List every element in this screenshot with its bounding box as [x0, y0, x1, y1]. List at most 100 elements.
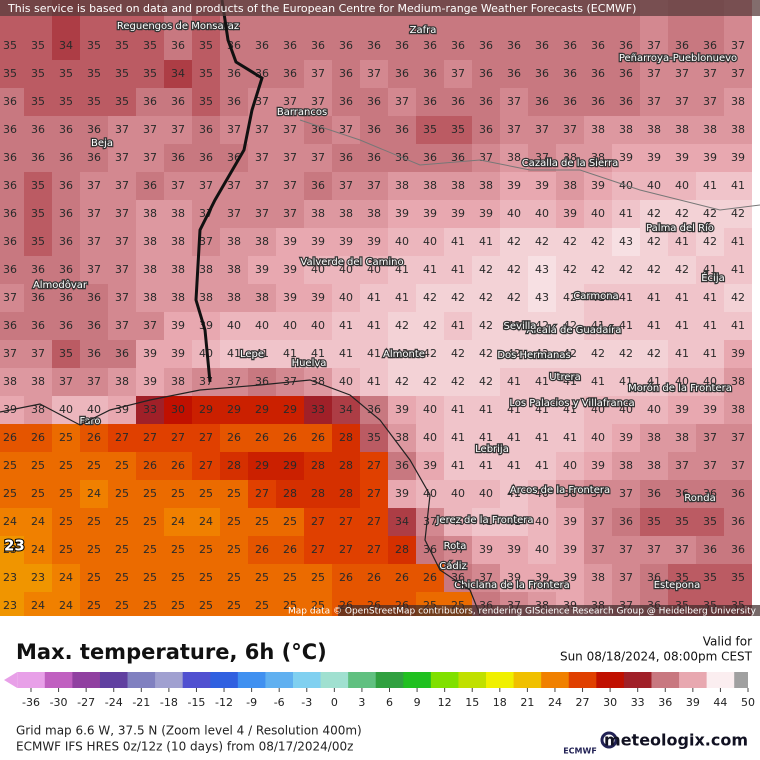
temp-value: 40	[283, 319, 297, 332]
temp-cell	[528, 116, 556, 144]
temp-value: 25	[227, 515, 241, 528]
temp-value: 25	[115, 515, 129, 528]
temp-cell	[696, 368, 724, 396]
temp-cell	[612, 480, 640, 508]
temp-value: 38	[143, 263, 157, 276]
colorbar-label: 30	[603, 696, 617, 709]
temp-cell	[640, 508, 668, 536]
temp-cell	[500, 228, 528, 256]
place-label: Utrera	[549, 372, 581, 383]
temp-value: 25	[143, 571, 157, 584]
temp-cell	[80, 592, 108, 616]
temp-value: 27	[367, 459, 381, 472]
temp-cell	[584, 60, 612, 88]
temp-cell	[668, 340, 696, 368]
temp-cell	[164, 228, 192, 256]
colorbar-segment	[182, 672, 211, 688]
temp-value: 38	[619, 459, 633, 472]
temp-value: 39	[535, 179, 549, 192]
temp-value: 39	[619, 151, 633, 164]
temp-value: 36	[451, 571, 465, 584]
place-label: Rota	[444, 541, 467, 552]
temp-value: 42	[479, 319, 493, 332]
temp-value: 35	[143, 39, 157, 52]
temp-value: 26	[367, 571, 381, 584]
temp-value: 25	[283, 515, 297, 528]
temp-cell	[444, 200, 472, 228]
temp-value: 35	[87, 95, 101, 108]
temp-cell	[500, 508, 528, 536]
colorbar-segment	[679, 672, 708, 688]
temp-cell	[80, 284, 108, 312]
temp-value: 25	[171, 487, 185, 500]
temp-value: 35	[31, 179, 45, 192]
temp-value: 37	[255, 95, 269, 108]
temp-cell	[416, 452, 444, 480]
temp-value: 36	[507, 39, 521, 52]
temp-value: 38	[227, 235, 241, 248]
temp-value: 36	[143, 95, 157, 108]
temp-cell	[80, 536, 108, 564]
temp-value: 36	[619, 515, 633, 528]
temp-value: 38	[731, 375, 745, 388]
temp-cell	[276, 172, 304, 200]
temp-cell	[528, 172, 556, 200]
temp-value: 39	[507, 543, 521, 556]
temp-cell	[388, 536, 416, 564]
colorbar-segment	[72, 672, 101, 688]
colorbar-segment	[623, 672, 652, 688]
temp-cell	[640, 116, 668, 144]
temp-value: 38	[591, 123, 605, 136]
temp-cell	[640, 340, 668, 368]
temp-value: 35	[451, 123, 465, 136]
temp-value: 29	[283, 459, 297, 472]
temp-value: 36	[563, 39, 577, 52]
temp-cell	[136, 60, 164, 88]
temp-value: 38	[255, 291, 269, 304]
temp-value: 37	[143, 151, 157, 164]
temp-value: 25	[199, 543, 213, 556]
temp-cell	[276, 116, 304, 144]
temp-value: 25	[31, 487, 45, 500]
temp-cell	[248, 172, 276, 200]
temp-cell	[556, 256, 584, 284]
place-label: Huelva	[292, 358, 327, 369]
temp-cell	[556, 88, 584, 116]
temp-value: 36	[255, 39, 269, 52]
temp-value: 36	[59, 263, 73, 276]
temp-cell	[528, 368, 556, 396]
temp-value: 40	[675, 375, 689, 388]
temp-cell	[724, 396, 752, 424]
temp-value: 27	[367, 487, 381, 500]
colorbar-segment	[403, 672, 432, 688]
temp-cell	[192, 452, 220, 480]
temp-value: 38	[311, 207, 325, 220]
temp-cell	[24, 396, 52, 424]
temp-value: 40	[479, 487, 493, 500]
temp-cell	[640, 312, 668, 340]
temp-value: 26	[283, 543, 297, 556]
temp-cell	[584, 284, 612, 312]
temp-value: 36	[3, 263, 17, 276]
temp-cell	[556, 172, 584, 200]
temp-value: 36	[451, 151, 465, 164]
temp-value: 34	[339, 403, 353, 416]
temp-value: 36	[31, 123, 45, 136]
temp-value: 34	[395, 515, 409, 528]
temp-cell	[388, 424, 416, 452]
temp-value: 41	[479, 235, 493, 248]
temp-value: 37	[507, 123, 521, 136]
temp-value: 42	[675, 263, 689, 276]
temp-cell	[108, 172, 136, 200]
temp-value: 40	[535, 543, 549, 556]
temp-cell	[164, 312, 192, 340]
temp-value: 37	[339, 123, 353, 136]
colorbar-segment	[210, 672, 239, 688]
temp-cell	[220, 396, 248, 424]
temp-value: 37	[171, 179, 185, 192]
temp-value: 39	[703, 403, 717, 416]
temp-cell	[500, 284, 528, 312]
temp-value: 37	[339, 179, 353, 192]
temp-value: 36	[647, 571, 661, 584]
temp-value: 41	[227, 347, 241, 360]
